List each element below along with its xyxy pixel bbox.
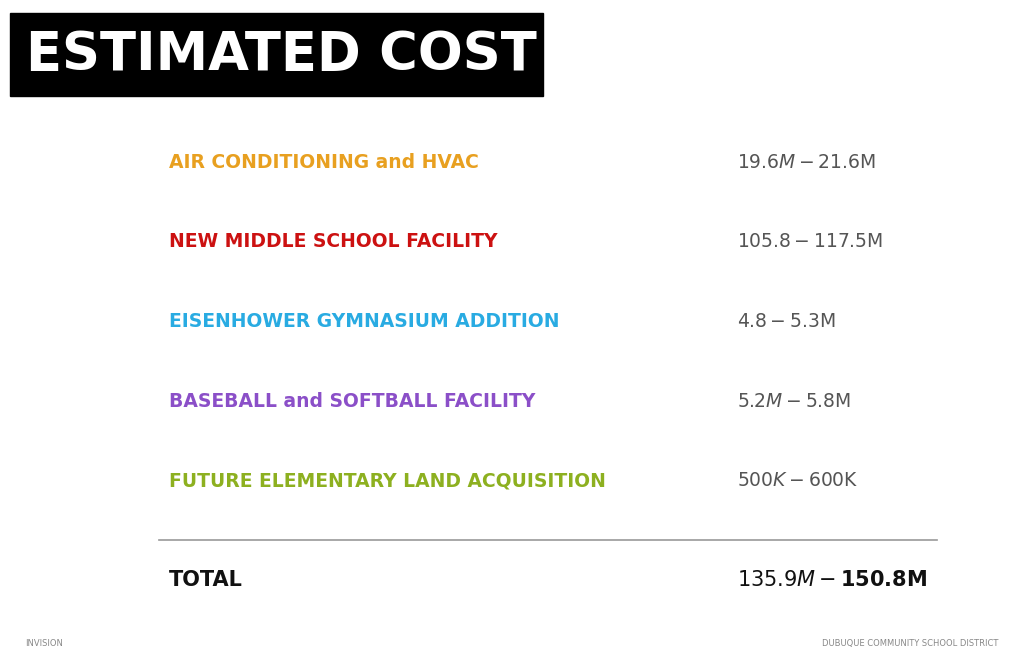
Text: $105.8-$117.5M: $105.8-$117.5M (737, 233, 884, 251)
Text: BASEBALL and SOFTBALL FACILITY: BASEBALL and SOFTBALL FACILITY (169, 392, 536, 410)
FancyBboxPatch shape (10, 13, 543, 96)
Text: $500K-$600K: $500K-$600K (737, 471, 859, 490)
Text: AIR CONDITIONING and HVAC: AIR CONDITIONING and HVAC (169, 153, 479, 172)
Text: EISENHOWER GYMNASIUM ADDITION: EISENHOWER GYMNASIUM ADDITION (169, 312, 559, 331)
Text: $19.6M-$21.6M: $19.6M-$21.6M (737, 153, 877, 172)
Text: $4.8-$5.3M: $4.8-$5.3M (737, 312, 836, 331)
Text: $135.9M-$150.8M: $135.9M-$150.8M (737, 570, 927, 590)
Text: NEW MIDDLE SCHOOL FACILITY: NEW MIDDLE SCHOOL FACILITY (169, 233, 498, 251)
Text: $5.2M-$5.8M: $5.2M-$5.8M (737, 392, 851, 410)
Text: FUTURE ELEMENTARY LAND ACQUISITION: FUTURE ELEMENTARY LAND ACQUISITION (169, 471, 606, 490)
Text: ESTIMATED COST: ESTIMATED COST (26, 29, 537, 81)
Text: DUBUQUE COMMUNITY SCHOOL DISTRICT: DUBUQUE COMMUNITY SCHOOL DISTRICT (822, 639, 998, 648)
Text: INVISION: INVISION (26, 639, 63, 648)
Text: TOTAL: TOTAL (169, 570, 243, 590)
